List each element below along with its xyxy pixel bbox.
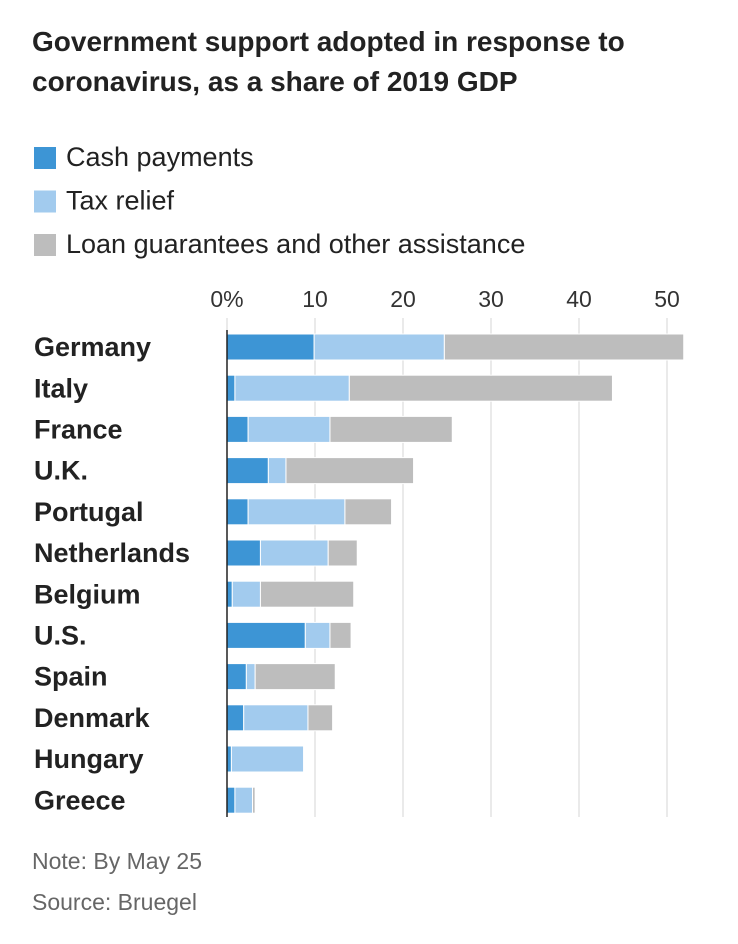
bar-segment (348, 374, 613, 402)
bar-segment (226, 704, 245, 732)
legend-label: Tax relief (66, 186, 175, 216)
bar-segment (231, 580, 261, 608)
y-tick-label: France (34, 415, 123, 445)
y-tick-label: U.K. (34, 456, 88, 486)
bar-segment (226, 498, 249, 526)
bar-segment (226, 457, 269, 485)
bar-segment (259, 539, 329, 567)
bar-segment (304, 621, 331, 649)
x-tick-label: 40 (566, 286, 592, 312)
y-tick-label: Italy (34, 373, 88, 403)
legend-label: Loan guarantees and other assistance (66, 229, 525, 259)
bar-segment (252, 786, 256, 814)
legend-swatch (34, 147, 56, 169)
bar-segment (327, 539, 358, 567)
bar-segment (285, 457, 415, 485)
bar-segment (344, 498, 393, 526)
source: Source: Bruegel (32, 889, 197, 915)
bar-segment (234, 786, 254, 814)
y-tick-label: Portugal (34, 497, 144, 527)
y-tick-label: Netherlands (34, 538, 190, 568)
x-tick-label: 20 (390, 286, 416, 312)
bar-segment (234, 374, 350, 402)
bar-segment (226, 374, 236, 402)
bar-segment (226, 580, 233, 608)
x-tick-label: 30 (478, 286, 504, 312)
bar-segment (247, 498, 346, 526)
bar-segment (243, 704, 309, 732)
y-tick-label: Denmark (34, 703, 151, 733)
bar-segment (329, 621, 352, 649)
bar-segment (226, 786, 236, 814)
y-tick-label: Hungary (34, 744, 144, 774)
bar-segment (226, 663, 247, 691)
note: Note: By May 25 (32, 848, 202, 874)
x-tick-label: 10 (302, 286, 328, 312)
bar-segment (313, 333, 445, 361)
x-tick-label: 0% (210, 286, 243, 312)
bar-segment (226, 539, 261, 567)
y-tick-label: Greece (34, 785, 126, 815)
bar-segment (247, 415, 331, 443)
bar-segment (230, 745, 305, 773)
legend-swatch (34, 190, 56, 213)
bar-segment (259, 580, 355, 608)
bar-segment (226, 415, 249, 443)
legend-label: Cash payments (66, 142, 254, 172)
bar-segment (443, 333, 685, 361)
bar-segment (254, 663, 336, 691)
bar-segment (245, 663, 256, 691)
legend-swatch (34, 234, 56, 256)
bar-segment (226, 621, 306, 649)
bar-segment (267, 457, 287, 485)
bar-segment (329, 415, 453, 443)
y-tick-label: Spain (34, 662, 108, 692)
y-tick-label: Germany (34, 332, 151, 362)
bar-segment (307, 704, 334, 732)
x-tick-label: 50 (654, 286, 680, 312)
chart-title: Government support adopted in response t… (32, 26, 625, 97)
y-tick-label: U.S. (34, 621, 87, 651)
bar-segment (226, 333, 315, 361)
y-tick-label: Belgium (34, 579, 141, 609)
